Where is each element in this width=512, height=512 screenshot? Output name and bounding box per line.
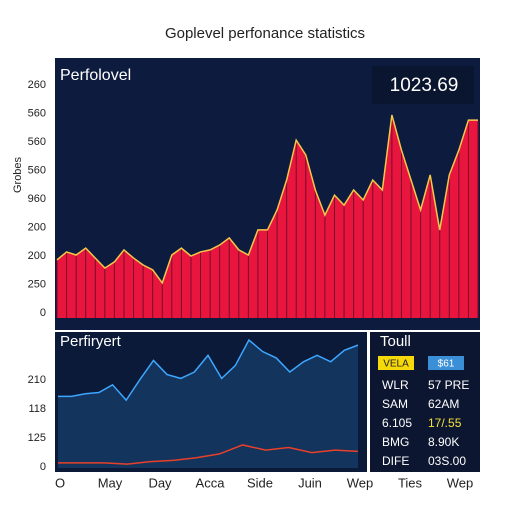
y-tick-label: 250 <box>28 278 46 290</box>
y-tick-label: 260 <box>28 79 46 91</box>
y-tick-label: 0 <box>40 461 46 473</box>
x-tick-label: Acca <box>196 475 226 490</box>
x-tick-label: Wep <box>447 475 474 490</box>
y-tick-label: 560 <box>28 136 46 148</box>
row-label: DIFE <box>382 454 409 468</box>
annotation-box <box>372 66 474 104</box>
y-tick-label: 560 <box>28 107 46 119</box>
badge <box>428 356 464 370</box>
row-label: 6.105 <box>382 416 412 430</box>
series-line <box>58 338 359 402</box>
x-tick-label: O <box>55 475 65 490</box>
y-tick-label: 960 <box>28 193 46 205</box>
row-value: 8.90K <box>428 435 459 449</box>
page-title: Goplevel perfonance statistics <box>165 25 365 42</box>
badge <box>378 356 414 370</box>
row-value: 57 PRE <box>428 378 469 392</box>
panel-title: Toull <box>380 333 411 350</box>
row-value: 17/.55 <box>428 416 462 430</box>
line-area-fill <box>58 340 358 468</box>
y-tick-label: 125 <box>28 432 46 444</box>
y-tick-label: 560 <box>28 164 46 176</box>
y-tick-label: 200 <box>28 221 46 233</box>
row-value: 03S.00 <box>428 454 466 468</box>
x-tick-label: Ties <box>398 475 423 490</box>
side-panel <box>370 332 480 472</box>
annotation: 1023.69 <box>390 75 459 96</box>
bottom-chart-title: Perfiryert <box>60 333 122 350</box>
x-tick-label: Side <box>247 475 273 490</box>
y-tick-label: 210 <box>28 374 46 386</box>
area-line <box>56 114 478 285</box>
row-label: SAM <box>382 397 408 411</box>
x-tick-label: May <box>98 475 123 490</box>
badge-label: $61 <box>438 359 455 370</box>
y-axis-label: Grobes <box>12 156 24 193</box>
y-tick-label: 0 <box>40 307 46 319</box>
y-tick-label: 200 <box>28 250 46 262</box>
row-label: BMG <box>382 435 409 449</box>
row-value: 62AM <box>428 397 459 411</box>
y-tick-label: 118 <box>28 403 46 415</box>
top-chart-title: Perfolovel <box>60 67 131 84</box>
series-line <box>58 444 359 465</box>
x-tick-label: Juin <box>298 475 322 490</box>
x-tick-label: Day <box>148 475 172 490</box>
x-tick-label: Wep <box>347 475 374 490</box>
badge-label: VELA <box>383 359 409 370</box>
row-label: WLR <box>382 378 409 392</box>
